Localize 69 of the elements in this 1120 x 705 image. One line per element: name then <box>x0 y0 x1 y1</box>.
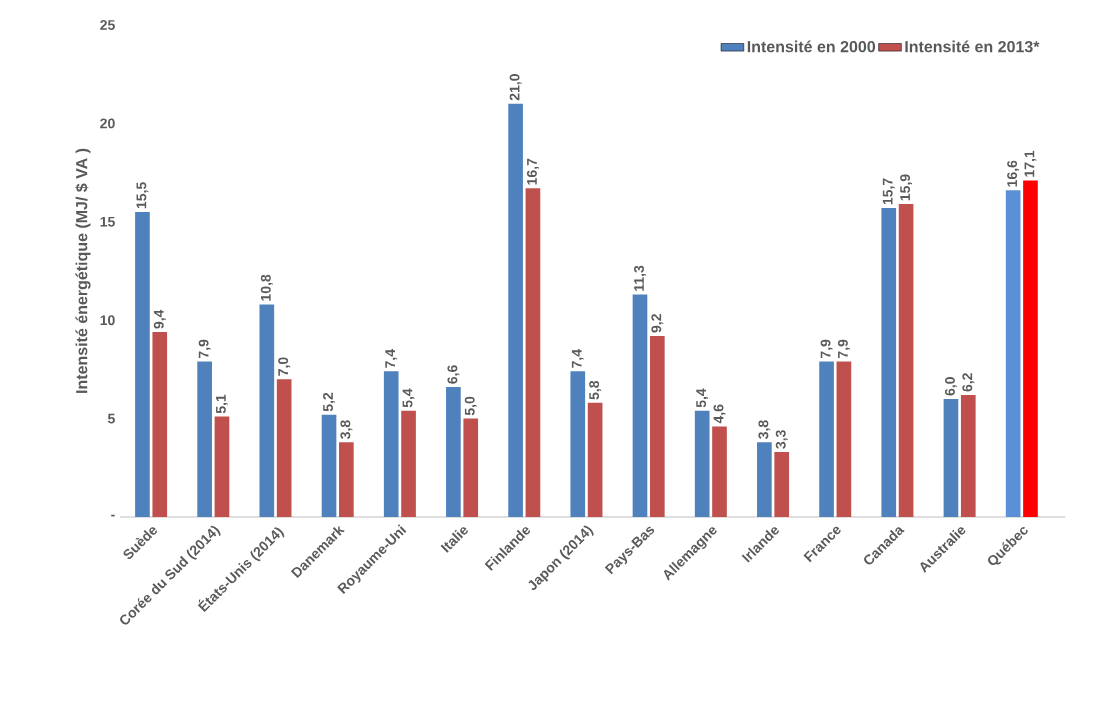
bar <box>1023 180 1038 517</box>
y-tick-label: - <box>111 514 115 517</box>
bar <box>632 294 648 517</box>
data-label: 5,2 <box>323 392 335 412</box>
bar <box>383 371 399 517</box>
data-label: 5,8 <box>589 380 602 400</box>
bar <box>774 452 790 517</box>
bar <box>214 416 230 517</box>
data-label: 7,0 <box>278 357 291 376</box>
data-label: 5,4 <box>696 388 709 408</box>
bar <box>135 211 150 517</box>
bar <box>508 103 523 517</box>
data-label: 7,9 <box>820 339 833 358</box>
bar <box>570 371 586 517</box>
bar <box>819 361 834 517</box>
data-label: 6,6 <box>447 365 460 384</box>
y-tick-label: 15 <box>100 216 115 227</box>
data-label: 9,4 <box>153 309 166 329</box>
data-label: 7,9 <box>198 339 211 358</box>
bar <box>898 204 914 517</box>
bar <box>960 394 976 517</box>
bar <box>339 442 354 517</box>
bar <box>152 332 168 517</box>
data-label: 5,0 <box>464 396 477 416</box>
bar <box>401 410 416 517</box>
data-label: 7,4 <box>571 349 584 368</box>
bar <box>836 361 852 517</box>
legend-label: Intensité en 2000 <box>747 40 876 53</box>
bar <box>197 361 212 517</box>
bar <box>276 379 292 517</box>
data-label: 15,9 <box>900 174 913 201</box>
data-label: 9,2 <box>651 314 664 333</box>
legend-label: Intensité en 2013* <box>905 40 1040 53</box>
y-axis-title: Intensité énergétique (MJ/ $ VA ) <box>75 148 91 393</box>
y-tick-label: 25 <box>100 20 115 30</box>
bar <box>712 426 727 517</box>
bar <box>259 304 275 517</box>
data-label: 16,6 <box>1007 160 1020 187</box>
bar <box>446 387 461 517</box>
bar <box>881 208 897 517</box>
bar <box>943 398 959 517</box>
data-label: 3,8 <box>340 420 353 439</box>
data-label: 21,0 <box>509 74 522 101</box>
data-label: 7,4 <box>385 349 398 368</box>
bar <box>1005 190 1021 517</box>
bar <box>757 442 772 517</box>
data-label: 5,1 <box>216 394 228 414</box>
bar <box>649 335 665 517</box>
bar <box>525 188 541 517</box>
bar <box>463 418 479 517</box>
bar <box>694 410 710 517</box>
data-label: 6,0 <box>944 377 957 396</box>
data-label: 3,3 <box>775 430 788 449</box>
data-label: 3,8 <box>758 420 771 439</box>
data-label: 15,5 <box>136 182 149 209</box>
bar <box>321 414 337 517</box>
data-label: 5,4 <box>402 388 415 408</box>
data-label: 16,7 <box>526 158 539 185</box>
data-label: 15,7 <box>882 178 895 205</box>
y-tick-label: 20 <box>100 118 115 129</box>
y-tick-label: 10 <box>100 315 115 326</box>
data-label: 6,2 <box>962 373 975 392</box>
bar <box>587 402 603 517</box>
data-label: 4,6 <box>713 404 726 424</box>
data-label: 11,3 <box>634 265 646 291</box>
data-label: 10,8 <box>260 274 273 301</box>
data-label: 17,1 <box>1024 150 1037 177</box>
y-tick-label: 5 <box>107 413 115 424</box>
data-label: 7,9 <box>837 339 850 358</box>
